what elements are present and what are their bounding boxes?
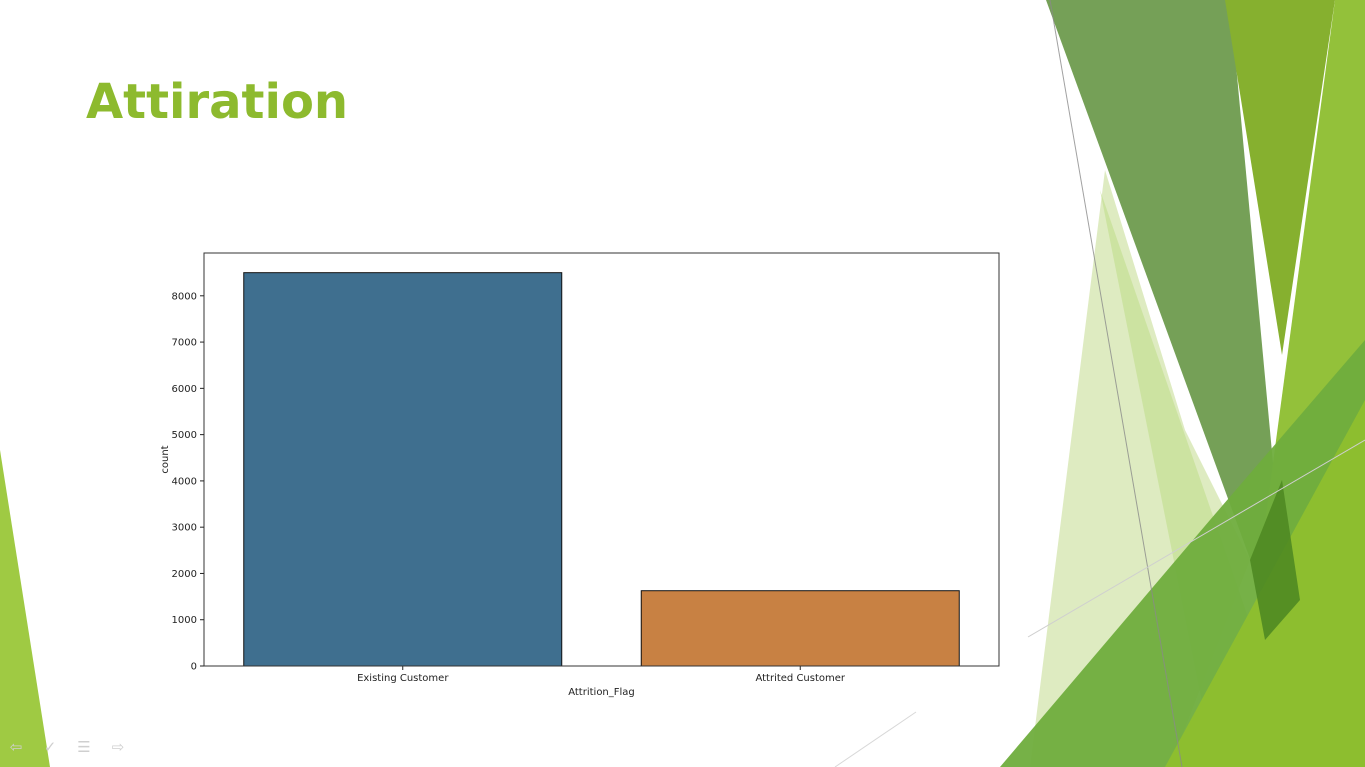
y-tick-label: 8000 bbox=[172, 291, 197, 302]
arrow-left-icon[interactable]: ⇦ bbox=[9, 738, 23, 756]
y-tick-label: 5000 bbox=[172, 430, 197, 441]
slide-nav: ⇦ ✓ ☰ ⇨ bbox=[6, 738, 128, 758]
bar bbox=[640, 590, 960, 667]
deco-facet bbox=[0, 450, 50, 767]
deco-line bbox=[1049, 0, 1183, 767]
y-tick-label: 7000 bbox=[172, 338, 197, 349]
y-tick-label: 1000 bbox=[172, 615, 197, 626]
pen-icon[interactable]: ✓ bbox=[43, 738, 57, 756]
x-tick-label: Existing Customer bbox=[357, 673, 449, 684]
arrow-right-icon[interactable]: ⇨ bbox=[111, 738, 125, 756]
y-tick-label: 4000 bbox=[172, 476, 197, 487]
deco-facet bbox=[1250, 480, 1300, 640]
x-tick-label: Attrited Customer bbox=[755, 673, 845, 684]
y-tick-label: 3000 bbox=[172, 523, 197, 534]
deco-line bbox=[834, 711, 917, 767]
y-tick-label: 2000 bbox=[172, 569, 197, 580]
deco-facet bbox=[1046, 0, 1282, 600]
y-axis-label: count bbox=[160, 445, 171, 473]
deco-facet bbox=[1225, 0, 1335, 355]
y-tick-label: 0 bbox=[191, 662, 197, 673]
plot-frame bbox=[203, 252, 1000, 667]
bar-chart: Existing Customer Attrited Customer 0 1000 2… bbox=[160, 252, 1000, 698]
deco-line bbox=[1027, 439, 1365, 638]
y-tick-label: 6000 bbox=[172, 384, 197, 395]
bar bbox=[243, 272, 563, 667]
x-axis-label: Attrition_Flag bbox=[568, 687, 635, 698]
slide-title: Attiration bbox=[86, 74, 349, 130]
menu-icon[interactable]: ☰ bbox=[77, 738, 91, 756]
